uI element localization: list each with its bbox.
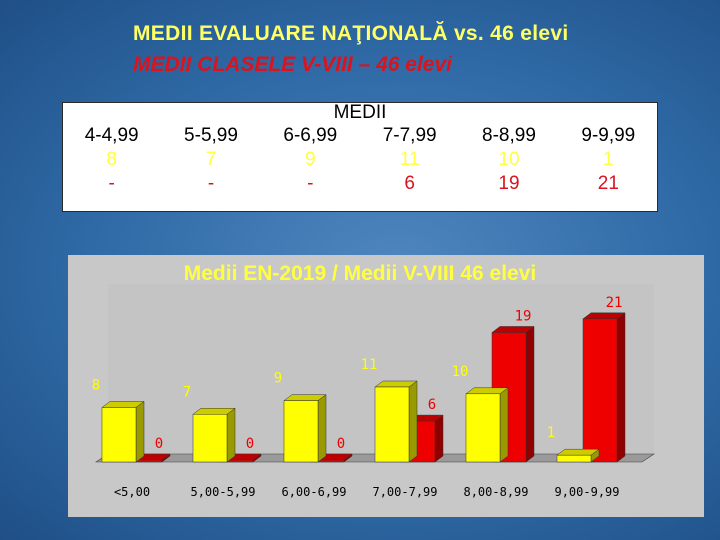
- bar-series1-4: [465, 393, 501, 463]
- data-label-series2-5: 21: [606, 295, 623, 311]
- bar-series1-1: [192, 414, 228, 463]
- grades-table-frame: [62, 102, 658, 212]
- grades-table: MEDII 4-4,99 5-5,99 6-6,99 7-7,99 8-8,99…: [62, 102, 658, 196]
- grades-cell: -: [108, 173, 115, 194]
- bar-series1-5: [556, 454, 592, 463]
- data-label-series2-0: 0: [155, 436, 163, 452]
- grades-cell: -: [207, 173, 215, 194]
- bar-series1-0: [101, 407, 137, 463]
- grades-header-cell: 5-5,99: [184, 125, 238, 146]
- data-label-series2-2: 0: [337, 436, 345, 452]
- chart-title: Medii EN-2019 / Medii V-VIII 46 elevi: [183, 262, 537, 285]
- bar-series1-3: [374, 386, 410, 463]
- grades-cell: 1: [603, 149, 614, 170]
- data-label-series1-0: 8: [92, 377, 100, 393]
- grades-cell: 9: [305, 149, 316, 170]
- grades-cell: 11: [399, 149, 420, 170]
- grades-table-top-label: MEDII: [333, 102, 387, 123]
- grades-row-en: 8 7 9 11 10 1: [62, 148, 658, 172]
- x-tick-label-2: 6,00-6,99: [281, 485, 346, 499]
- bar-series1-2-side: [317, 394, 327, 463]
- grades-header-cell: 6-6,99: [283, 125, 338, 146]
- grades-cell: 8: [106, 149, 117, 170]
- bar-series1-2: [283, 400, 319, 463]
- grades-row-classes: - - - 6 19 21: [62, 172, 658, 196]
- bar-series1-1-side: [226, 407, 236, 463]
- x-tick-label-1: 5,00-5,99: [190, 485, 255, 499]
- grades-header-cell: 8-8,99: [482, 125, 536, 146]
- data-label-series1-2: 9: [274, 371, 282, 387]
- bar-series2-5-side: [616, 312, 626, 463]
- data-label-series1-5: 1: [547, 425, 555, 441]
- grades-cell: 21: [597, 173, 619, 194]
- bar-series1-0-side: [135, 400, 145, 463]
- x-tick-label-3: 7,00-7,99: [372, 485, 437, 499]
- x-tick-label-4: 8,00-8,99: [463, 485, 528, 499]
- bar-series1-4-side: [499, 387, 509, 463]
- slide-title: MEDII EVALUARE NAŢIONALĂ vs. 46 elevi: [133, 22, 569, 45]
- grades-cell: 10: [498, 149, 520, 170]
- grades-header-cell: 9-9,99: [581, 125, 636, 146]
- grades-header-cell: 4-4,99: [84, 125, 139, 146]
- x-tick-label-0: <5,00: [114, 485, 150, 499]
- slide-subtitle: MEDII CLASELE V-VIII – 46 elevi: [133, 53, 452, 76]
- data-label-series2-3: 6: [428, 397, 436, 413]
- grades-cell: 7: [205, 149, 217, 170]
- data-label-series2-1: 0: [246, 436, 254, 452]
- bar-series2-4-side: [525, 325, 535, 463]
- grades-cell: 19: [498, 173, 520, 194]
- bar-series2-3-side: [434, 414, 444, 463]
- data-label-series1-3: 11: [361, 357, 378, 373]
- bar-series1-3-side: [408, 380, 418, 463]
- bar-series2-5: [582, 318, 618, 463]
- data-label-series1-1: 7: [183, 384, 191, 400]
- grades-cell: -: [307, 173, 314, 194]
- grades-header-cell: 7-7,99: [382, 125, 437, 146]
- data-label-series2-4: 19: [515, 308, 532, 324]
- x-tick-label-5: 9,00-9,99: [554, 485, 619, 499]
- grades-cell: 6: [404, 173, 415, 194]
- grades-header-row: 4-4,99 5-5,99 6-6,99 7-7,99 8-8,99 9-9,9…: [62, 124, 658, 148]
- data-label-series1-4: 10: [452, 364, 469, 380]
